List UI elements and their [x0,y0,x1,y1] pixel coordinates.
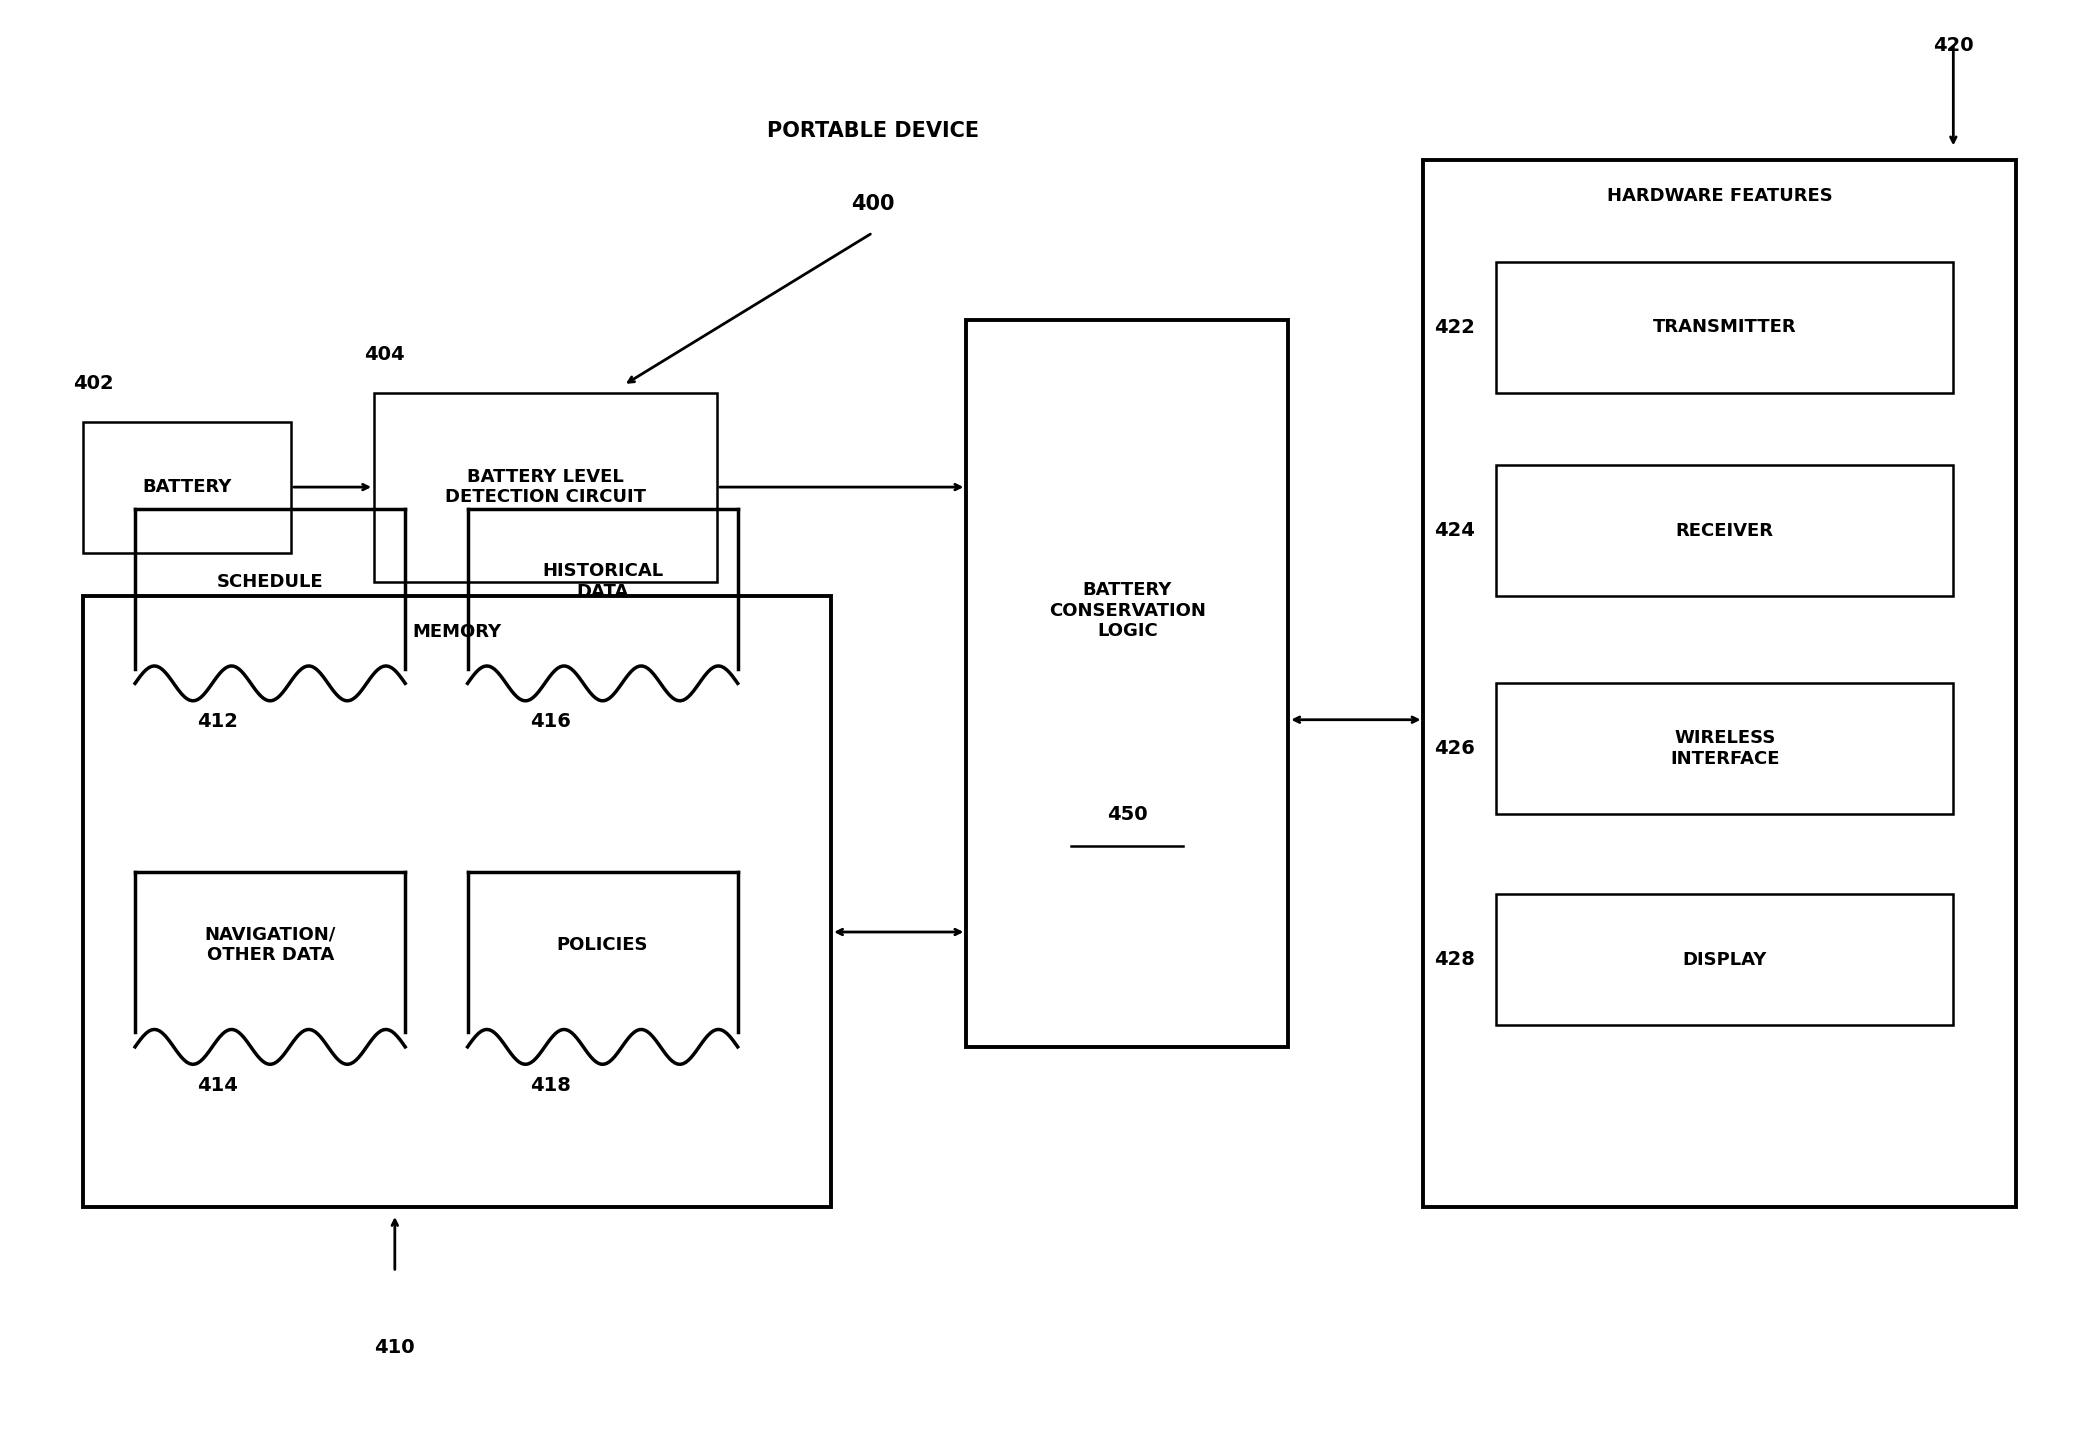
Text: BATTERY
CONSERVATION
LOGIC: BATTERY CONSERVATION LOGIC [1049,582,1205,640]
FancyBboxPatch shape [83,422,291,553]
Text: 416: 416 [530,712,571,731]
Text: HARDWARE FEATURES: HARDWARE FEATURES [1606,188,1833,205]
FancyBboxPatch shape [1423,160,2016,1207]
FancyBboxPatch shape [1496,262,1953,393]
Text: 400: 400 [852,193,894,214]
Text: PORTABLE DEVICE: PORTABLE DEVICE [767,121,979,141]
Text: 412: 412 [197,712,239,731]
Text: BATTERY: BATTERY [141,478,233,496]
Text: WIRELESS
INTERFACE: WIRELESS INTERFACE [1671,730,1779,768]
Text: 450: 450 [1108,804,1147,824]
Text: DISPLAY: DISPLAY [1683,951,1766,968]
FancyBboxPatch shape [1496,683,1953,814]
Text: BATTERY LEVEL
DETECTION CIRCUIT: BATTERY LEVEL DETECTION CIRCUIT [445,468,646,506]
FancyBboxPatch shape [83,596,831,1207]
Text: NAVIGATION/
OTHER DATA: NAVIGATION/ OTHER DATA [204,926,337,964]
FancyBboxPatch shape [374,393,717,582]
Text: 418: 418 [530,1076,571,1095]
FancyBboxPatch shape [1496,894,1953,1025]
Text: HISTORICAL
DATA: HISTORICAL DATA [542,563,663,601]
FancyBboxPatch shape [1496,465,1953,596]
Text: MEMORY: MEMORY [414,624,501,641]
Text: 428: 428 [1434,949,1475,970]
Text: 414: 414 [197,1076,239,1095]
Text: 404: 404 [364,345,405,364]
Text: 402: 402 [73,374,114,393]
Text: 426: 426 [1434,739,1475,759]
Text: 410: 410 [374,1338,416,1357]
Text: POLICIES: POLICIES [557,936,648,954]
Text: 420: 420 [1933,36,1974,55]
Text: RECEIVER: RECEIVER [1675,522,1775,539]
FancyBboxPatch shape [966,320,1288,1047]
Text: SCHEDULE: SCHEDULE [216,573,324,590]
Text: TRANSMITTER: TRANSMITTER [1652,318,1797,336]
Text: 422: 422 [1434,317,1475,337]
Text: 424: 424 [1434,521,1475,541]
